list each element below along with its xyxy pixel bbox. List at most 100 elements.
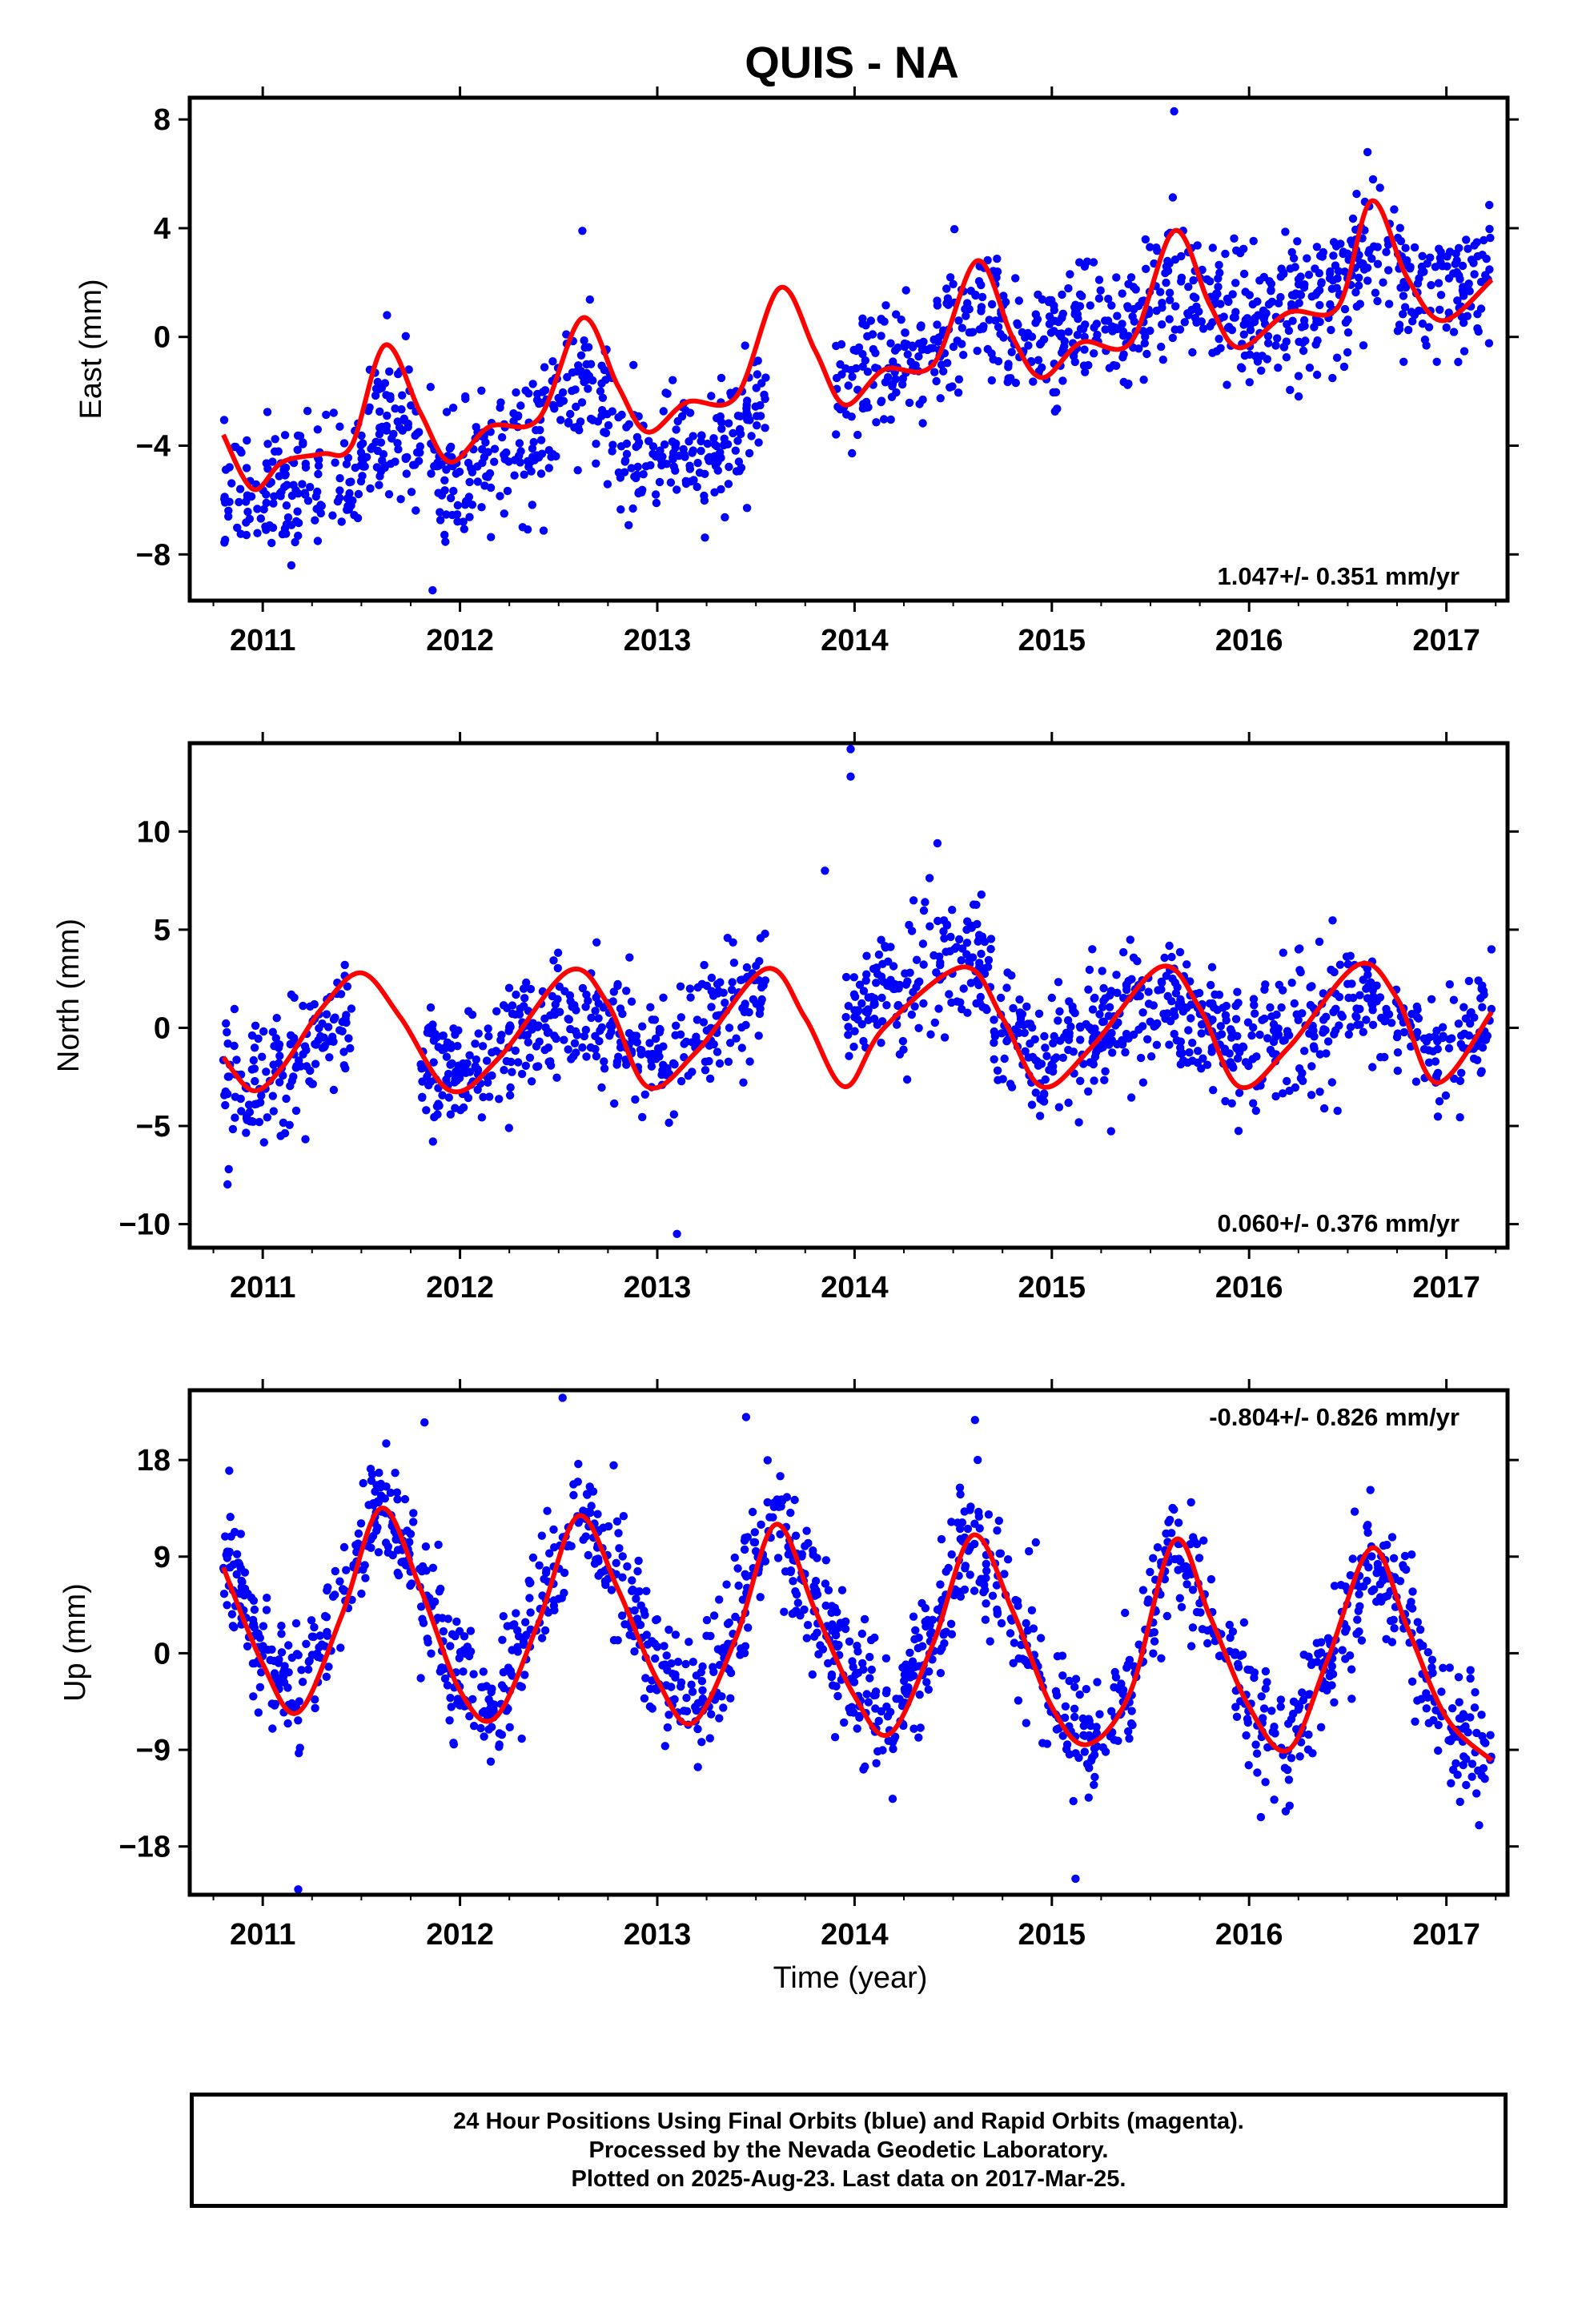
data-point [315, 1631, 324, 1640]
data-point [886, 943, 895, 951]
fit-line [221, 1506, 1494, 1763]
data-point [909, 987, 917, 997]
data-point [297, 1666, 306, 1675]
data-point [581, 1003, 590, 1011]
data-point [1165, 1040, 1174, 1049]
data-point [1150, 1637, 1159, 1646]
data-point [250, 1043, 259, 1052]
data-point [713, 1047, 722, 1056]
data-point [295, 1697, 303, 1706]
data-point [1478, 1043, 1488, 1052]
data-point [1056, 1036, 1065, 1045]
y-tick-label: 0 [154, 1637, 171, 1671]
data-point [1469, 1054, 1479, 1063]
data-point [453, 517, 462, 526]
data-point [849, 973, 859, 982]
data-point [947, 1550, 956, 1559]
data-point [1124, 279, 1133, 288]
data-point [1108, 1048, 1117, 1057]
data-point [1009, 1659, 1018, 1667]
data-point [311, 1059, 320, 1068]
data-point [1235, 1088, 1244, 1097]
data-point [1482, 255, 1491, 263]
data-point [440, 486, 449, 495]
data-point [717, 1647, 726, 1656]
data-point [294, 1716, 303, 1725]
data-point [219, 1590, 229, 1598]
data-point [508, 1068, 516, 1076]
data-point [1165, 288, 1174, 297]
data-point [1124, 1727, 1133, 1736]
data-point [382, 421, 391, 431]
data-point [353, 513, 363, 523]
data-point [1312, 1638, 1322, 1647]
data-point [1306, 1000, 1315, 1010]
data-point [259, 1138, 268, 1147]
data-point [436, 508, 444, 517]
data-point [622, 987, 631, 995]
data-point [1064, 283, 1073, 293]
data-point [516, 401, 525, 410]
data-point [307, 1616, 316, 1625]
data-point [1121, 1047, 1130, 1057]
data-point [926, 344, 935, 353]
data-point [848, 1657, 857, 1666]
data-point [427, 469, 436, 478]
data-point [1082, 1019, 1090, 1029]
data-point [977, 949, 986, 959]
data-point [446, 1694, 455, 1703]
data-point [318, 1019, 327, 1028]
data-point [238, 1578, 247, 1586]
data-point [1339, 362, 1349, 372]
data-point [1250, 1000, 1259, 1010]
data-point [1347, 1695, 1356, 1703]
data-point [1170, 1029, 1178, 1039]
data-point [1484, 339, 1494, 348]
data-point [1257, 366, 1266, 375]
data-point [618, 1552, 627, 1561]
data-point [888, 1795, 897, 1803]
data-point [966, 979, 976, 987]
data-point [1118, 1035, 1126, 1045]
data-point [988, 1591, 998, 1600]
data-point [1455, 243, 1464, 252]
data-point [971, 291, 980, 300]
data-point [1261, 1684, 1271, 1693]
data-point [1277, 1003, 1286, 1012]
data-point [1300, 1047, 1309, 1055]
data-point [1029, 1624, 1038, 1633]
data-point [1427, 280, 1435, 290]
data-point [1383, 240, 1393, 249]
data-point [1390, 1624, 1399, 1633]
data-point [1208, 1015, 1217, 1024]
data-point [1061, 1702, 1070, 1711]
data-point [981, 1615, 990, 1624]
data-point [773, 1554, 783, 1562]
data-point [1455, 1714, 1464, 1723]
data-point [1382, 247, 1391, 256]
data-point [872, 963, 881, 972]
data-point [1231, 1015, 1241, 1023]
data-point [516, 1682, 524, 1691]
data-point [517, 1069, 527, 1079]
data-point [1431, 1072, 1441, 1081]
data-point [1251, 1106, 1261, 1116]
data-point [423, 1028, 432, 1037]
data-point [580, 1031, 588, 1041]
data-point [1470, 1703, 1480, 1712]
data-point [1003, 1555, 1013, 1564]
data-point [404, 365, 413, 374]
data-point [1355, 1020, 1364, 1029]
data-point [1444, 308, 1453, 317]
data-point [729, 959, 739, 967]
data-point [687, 1680, 696, 1689]
data-point [909, 896, 918, 905]
data-point [1170, 979, 1180, 987]
data-point [673, 1658, 683, 1667]
data-point [1280, 1035, 1289, 1045]
data-point [873, 1020, 882, 1029]
data-point [472, 423, 480, 432]
data-point [1207, 980, 1215, 990]
y-tick-label: −9 [136, 1734, 171, 1767]
data-point [903, 350, 913, 359]
